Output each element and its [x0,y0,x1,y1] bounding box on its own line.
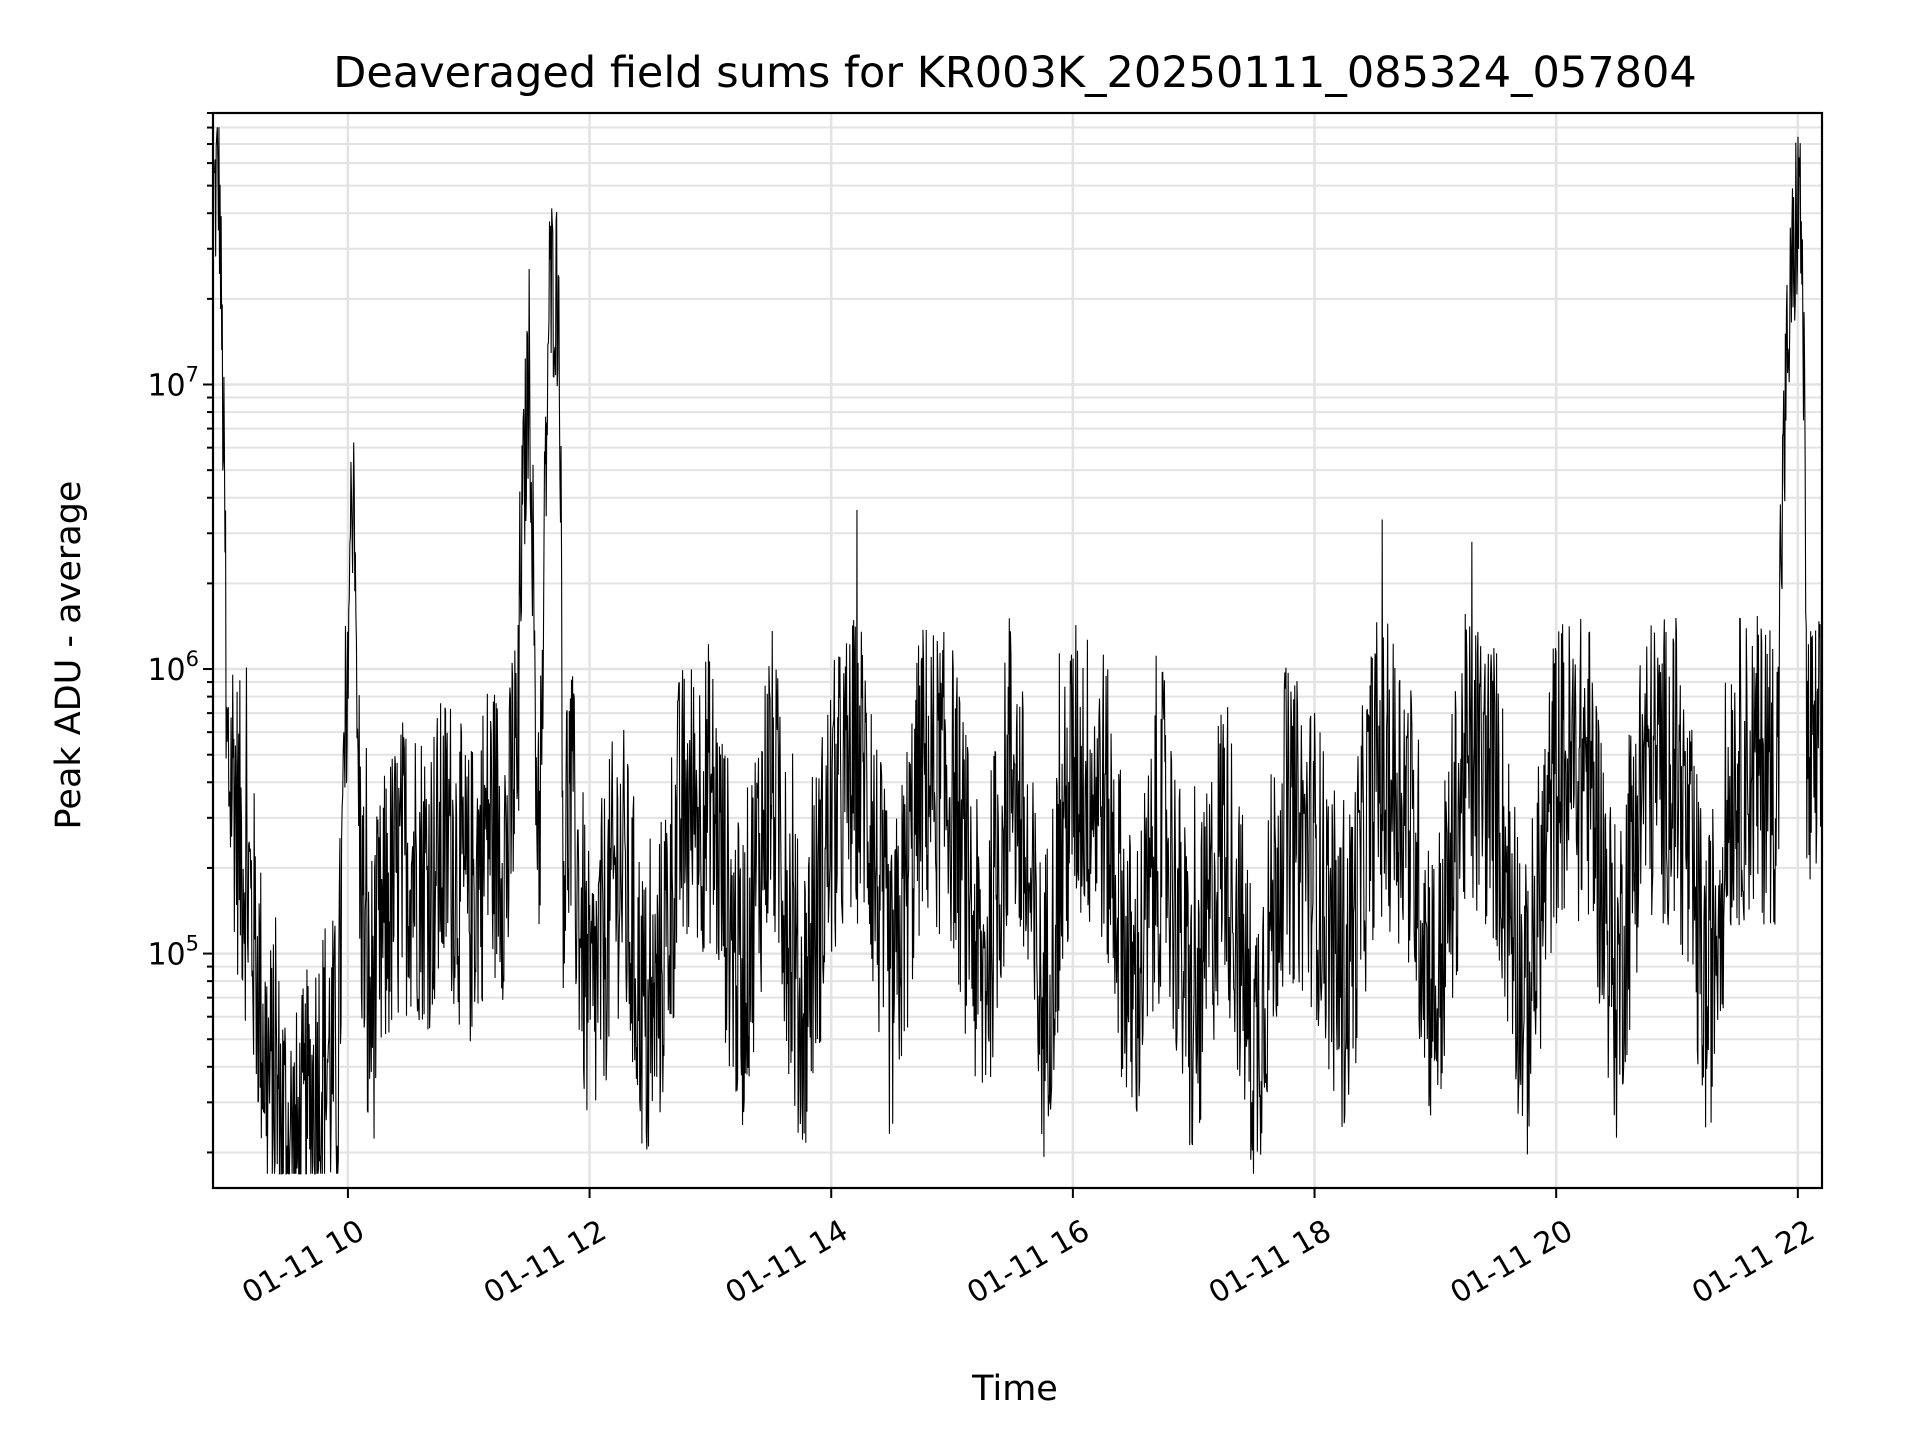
y-axis-title: Peak ADU - average [49,481,89,830]
series-line [213,127,1822,1175]
x-axis-title: Time [971,1369,1058,1409]
plot-area [213,127,1822,1175]
y-tick-label-exponent: 6 [186,647,199,671]
y-tick-label: 107 [147,363,199,404]
y-tick-label-exponent: 5 [186,932,199,956]
y-tick-label-exponent: 7 [186,363,199,387]
chart-title: Deaveraged field sums for KR003K_2025011… [333,48,1696,98]
y-tick-label: 106 [147,647,199,688]
y-tick-label-base: 10 [147,369,185,404]
axes-frame [211,111,1824,1190]
y-tick-label-base: 10 [147,653,185,688]
y-tick-label-base: 10 [147,938,185,973]
y-tick-label: 105 [147,932,199,973]
